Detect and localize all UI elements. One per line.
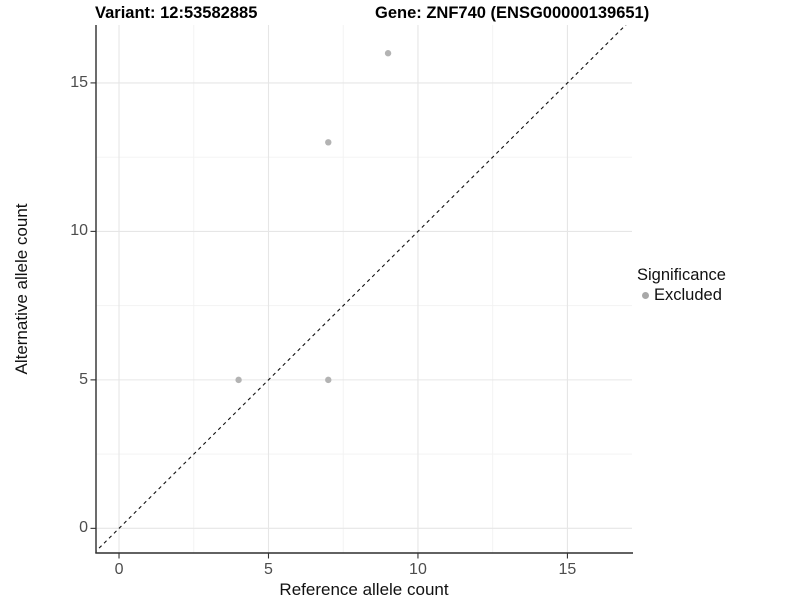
legend-item: Excluded (638, 286, 726, 305)
data-point (235, 376, 242, 384)
legend: Significance Excluded (637, 266, 726, 305)
data-point (325, 376, 332, 384)
x-tick-label: 0 (114, 561, 124, 578)
plot-title-variant: Variant: 12:53582885 (95, 4, 258, 22)
excluded-dot-icon (641, 292, 649, 299)
legend-item-label: Excluded (654, 286, 722, 304)
y-tick-label: 10 (70, 222, 88, 240)
y-axis-title: Alternative allele count (12, 203, 31, 375)
data-point (384, 50, 392, 57)
y-tick-label: 15 (70, 73, 88, 91)
x-tick-label: 15 (558, 561, 577, 578)
plot-title-gene: Gene: ZNF740 (ENSG00000139651) (375, 4, 650, 22)
x-tick-label: 5 (264, 561, 273, 578)
y-tick-label: 0 (79, 519, 88, 537)
identity-line (96, 25, 627, 552)
x-axis-title: Reference allele count (279, 580, 449, 599)
x-tick-label: 10 (409, 561, 427, 578)
data-point (325, 139, 332, 146)
legend-title: Significance (637, 266, 726, 284)
legend-point-icon (638, 289, 652, 303)
y-tick-label: 5 (79, 370, 88, 388)
